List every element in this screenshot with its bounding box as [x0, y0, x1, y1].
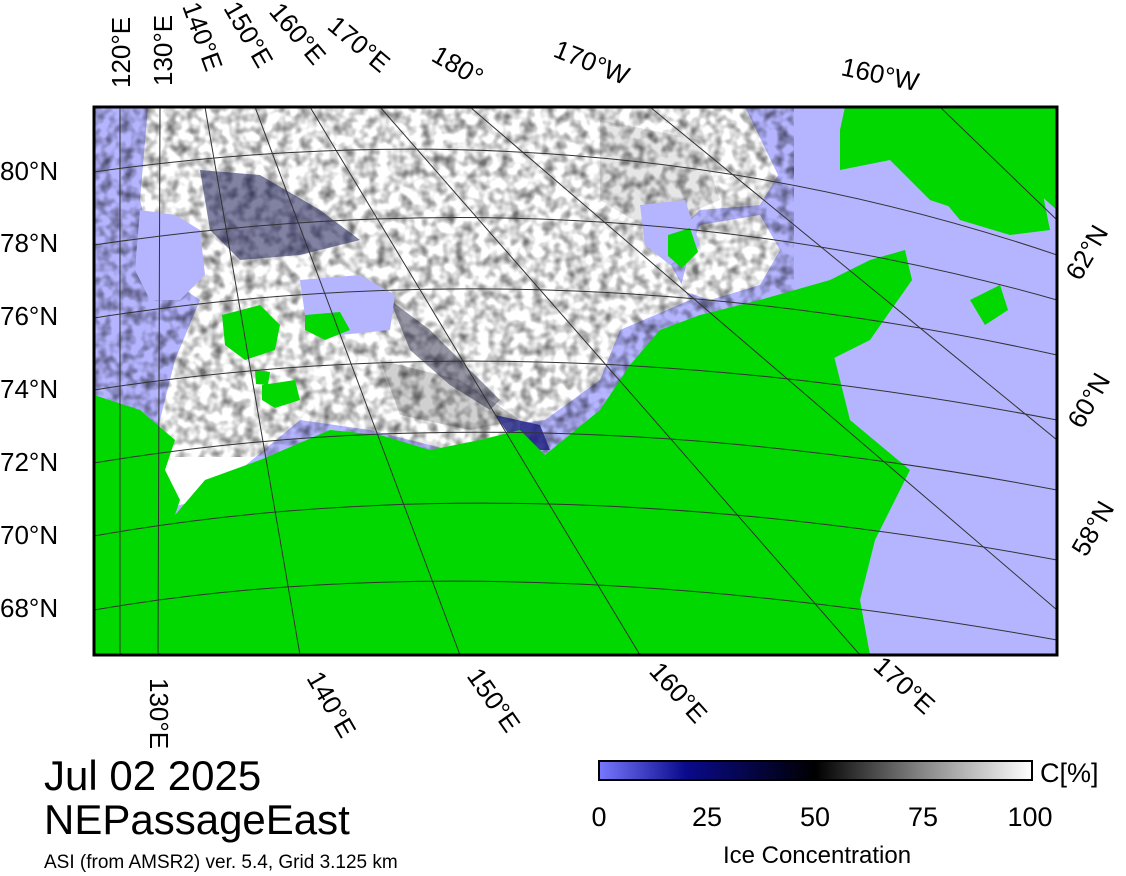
new-siberian-island-kotelny	[222, 305, 280, 360]
sea-ice-field	[94, 107, 794, 510]
parallel-76n	[94, 288, 1057, 356]
alaska-land	[840, 107, 1057, 210]
colorbar-ticks: 0 25 50 75 100	[591, 802, 1052, 832]
bottom-lon-label-150e: 150°E	[461, 662, 526, 737]
lat-label-62n: 62°N	[1059, 220, 1114, 285]
lat-label-78n: 78°N	[0, 228, 58, 258]
seward-peninsula	[930, 160, 1050, 235]
lat-label-80n: 80°N	[0, 156, 58, 186]
left-latitude-labels: 80°N 78°N 76°N 74°N 72°N 70°N 68°N	[0, 156, 58, 623]
map-frame	[92, 105, 1059, 657]
new-siberian-island-new-siberia	[305, 312, 350, 340]
meridian-170w	[649, 107, 1057, 441]
colorbar-tick-0: 0	[591, 802, 606, 832]
lon-label-180: 180°	[427, 39, 489, 92]
data-source-note: ASI (from AMSR2) ver. 5.4, Grid 3.125 km	[44, 852, 398, 873]
chukotka-peninsula	[830, 250, 912, 360]
lat-label-60n: 60°N	[1061, 368, 1116, 433]
meridian-130e	[157, 107, 161, 655]
lon-label-120e: 120°E	[106, 17, 136, 88]
bottom-lon-label-140e: 140°E	[301, 666, 363, 743]
colorbar: C[%] 0 25 50 75 100 Ice Concentration	[591, 758, 1098, 869]
parallel-74n	[94, 360, 1057, 421]
colorbar-bar	[598, 760, 1033, 781]
lat-label-58n: 58°N	[1065, 496, 1120, 561]
top-longitude-labels: 120°E 130°E 140°E 150°E 160°E 170°E 180°…	[106, 0, 922, 97]
colorbar-unit: C[%]	[1040, 758, 1099, 788]
lon-label-160w: 160°W	[839, 52, 922, 98]
siberia-mainland	[94, 280, 910, 655]
bottom-lon-label-160e: 160°E	[644, 656, 714, 729]
lon-label-170e: 170°E	[322, 10, 396, 79]
colorbar-tick-25: 25	[692, 802, 722, 832]
parallel-70n	[94, 502, 1057, 561]
bottom-lon-label-130e: 130°E	[144, 678, 174, 749]
meridian-160w	[939, 107, 1057, 221]
meridian-170e	[379, 107, 861, 655]
st-lawrence-island	[970, 285, 1008, 325]
lyakhovsky-island	[262, 380, 300, 408]
wrangel-island	[668, 228, 698, 268]
colorbar-tick-75: 75	[908, 802, 938, 832]
lat-label-72n: 72°N	[0, 447, 58, 477]
right-latitude-labels: 62°N 60°N 58°N	[1059, 220, 1120, 561]
meridian-160e	[309, 107, 641, 655]
meridian-180	[469, 107, 1057, 611]
meridian-150e	[254, 107, 461, 655]
region-name: NEPassageEast	[44, 796, 350, 843]
parallel-72n	[94, 431, 1057, 491]
colorbar-tick-100: 100	[1007, 802, 1052, 832]
ice-margin-dark	[390, 300, 500, 410]
land	[94, 107, 1057, 655]
kamchatka-tip	[705, 638, 740, 655]
map-date: Jul 02 2025	[44, 752, 261, 799]
lon-label-170w: 170°W	[550, 34, 634, 91]
small-island	[255, 370, 270, 385]
parallel-68n	[94, 580, 1057, 641]
parallel-78n	[94, 217, 1057, 301]
meridian-140e	[204, 107, 301, 655]
lat-label-70n: 70°N	[0, 520, 58, 550]
lat-label-76n: 76°N	[0, 301, 58, 331]
lat-label-74n: 74°N	[0, 374, 58, 404]
ice-margin-dark	[200, 170, 360, 260]
parallel-80n	[94, 148, 1057, 256]
map-area	[94, 107, 1057, 655]
bottom-lon-label-170e: 170°E	[868, 650, 941, 720]
lat-label-68n: 68°N	[0, 593, 58, 623]
graticule	[94, 107, 1057, 655]
bottom-longitude-labels: 130°E 140°E 150°E 160°E 170°E	[144, 650, 941, 749]
colorbar-title: Ice Concentration	[723, 842, 911, 869]
colorbar-tick-50: 50	[800, 802, 830, 832]
lon-label-130e: 130°E	[148, 15, 178, 86]
